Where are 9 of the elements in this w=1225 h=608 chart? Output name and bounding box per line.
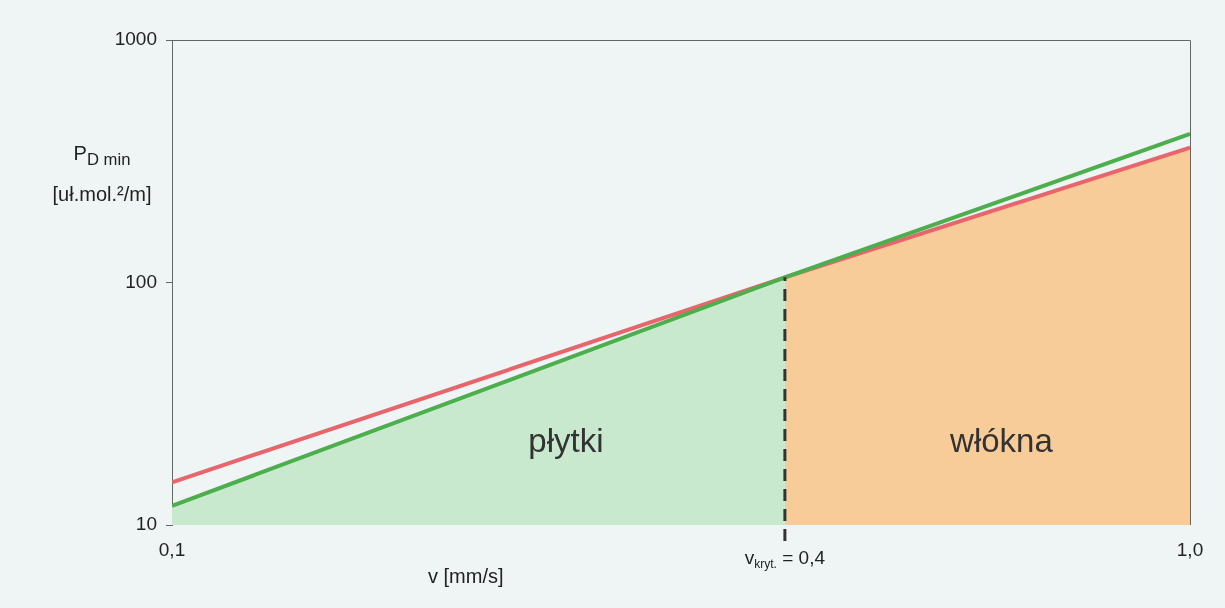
y-axis-title: P$_{D min}$ [uł.mol.²/m]	[51, 141, 153, 207]
x-axis-title: v [mm/s]	[428, 565, 504, 588]
series-label: włókna	[949, 421, 1054, 459]
y-tick-label: 100	[125, 270, 157, 292]
x-tick-label: 0,1	[158, 538, 186, 560]
y-tick-label: 10	[135, 513, 157, 535]
x-tick-label: 1,0	[1176, 538, 1204, 560]
y-tick-label: 1000	[114, 28, 157, 50]
series-label: płytki	[528, 421, 604, 459]
